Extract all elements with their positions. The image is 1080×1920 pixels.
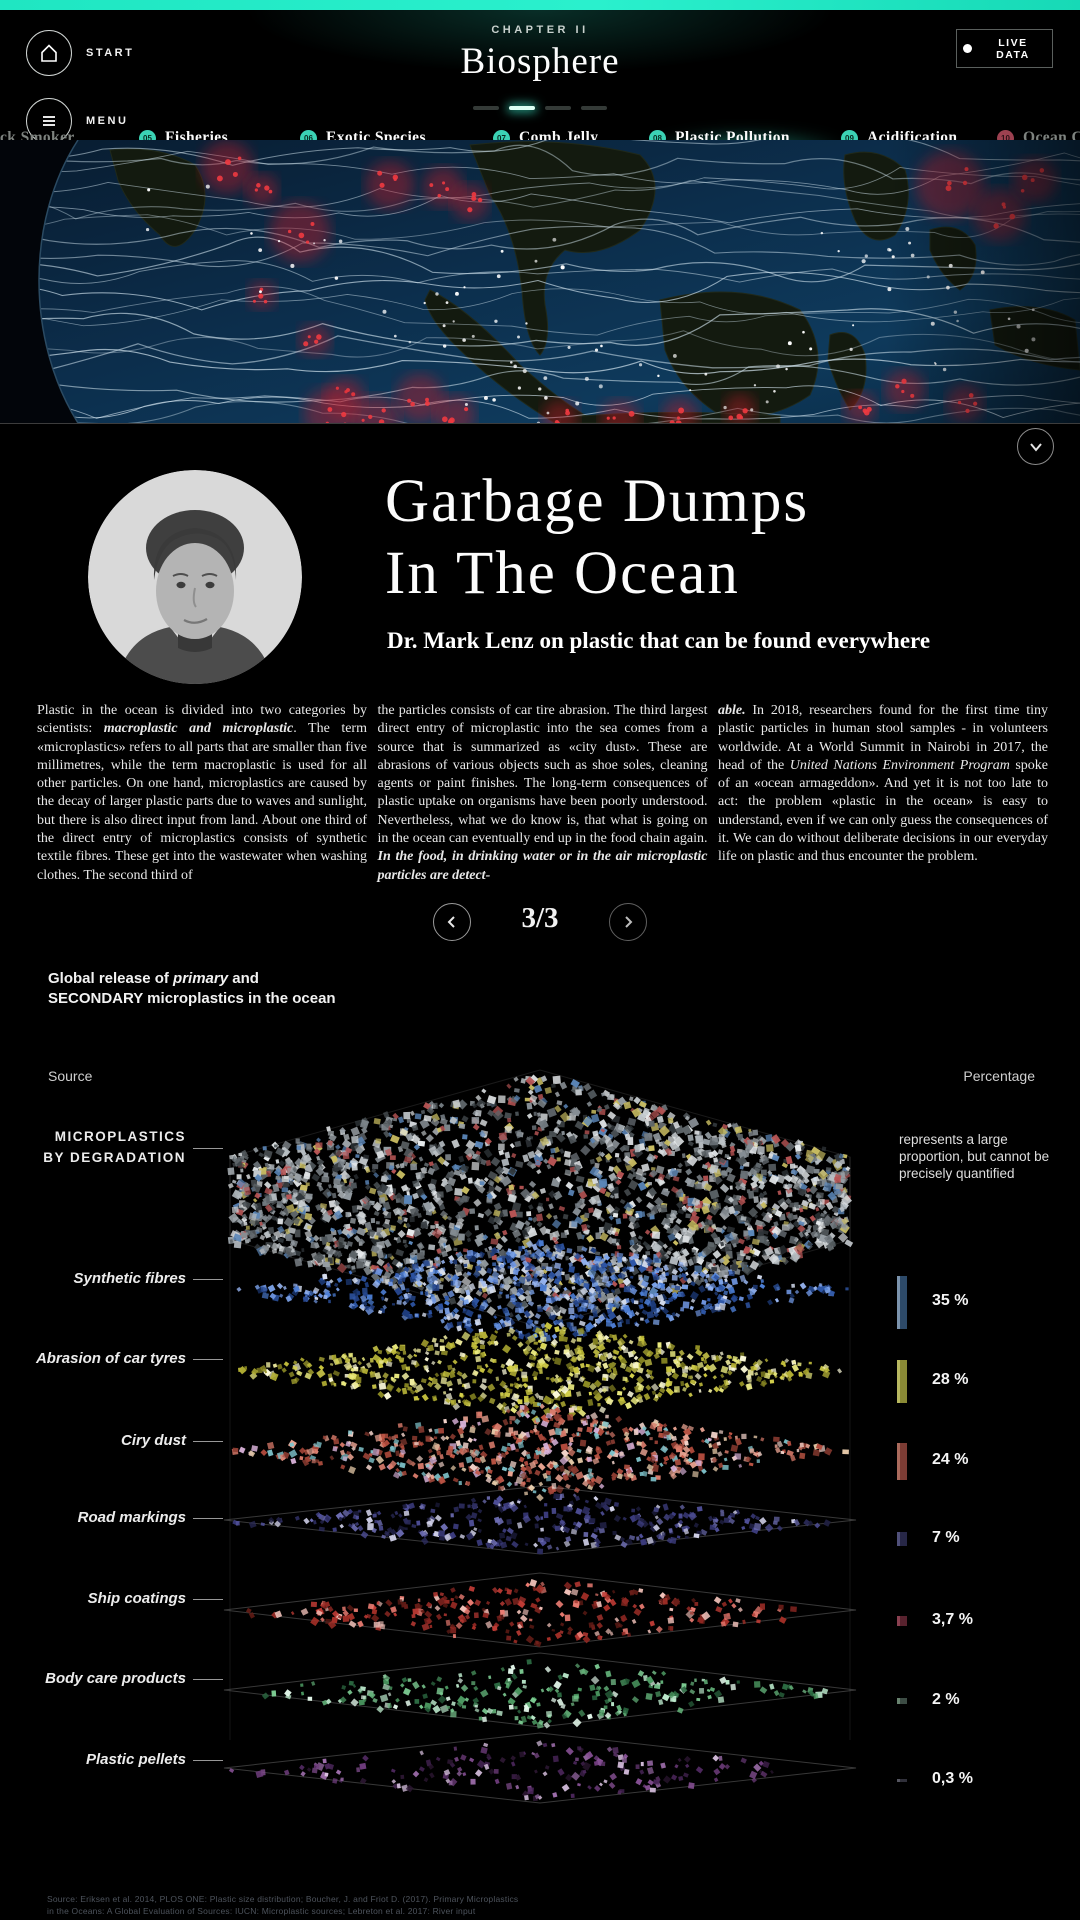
label-connector-line <box>193 1279 223 1280</box>
chart-category-label: Synthetic fibres <box>20 1270 186 1287</box>
chart-layer-3 <box>232 1403 849 1502</box>
text-column-2: the particles consists of car tire abras… <box>378 702 708 885</box>
chart-category-label: Body care products <box>20 1670 186 1687</box>
percentage-bar <box>897 1698 907 1704</box>
top-accent-bar <box>0 0 1080 10</box>
percentage-label: 2 % <box>932 1691 960 1709</box>
percentage-label: 24 % <box>932 1451 968 1469</box>
page: START CHAPTER II Biosphere LIVE DATA MEN… <box>0 0 1080 1920</box>
live-data-button[interactable]: LIVE DATA <box>956 29 1053 68</box>
percentage-bar <box>897 1616 907 1626</box>
page-indicator: 3/3 <box>490 902 590 935</box>
chart-category-label: MICROPLASTICS BY DEGRADATION <box>20 1126 186 1168</box>
chart-title: Global release of primary and SECONDARY … <box>48 969 336 1009</box>
chart-category-label: Ciry dust <box>20 1432 186 1449</box>
percentage-bar <box>897 1360 907 1403</box>
text-column-1: Plastic in the ocean is divided into two… <box>37 702 367 885</box>
next-page-button[interactable] <box>609 903 647 941</box>
label-connector-line <box>193 1679 223 1680</box>
ocean-current-map <box>0 140 1080 424</box>
text-column-3: able. In 2018, researchers found for the… <box>718 702 1048 885</box>
percentage-bar <box>897 1276 907 1329</box>
chevron-down-icon <box>1026 437 1046 457</box>
percentage-bar <box>897 1532 907 1546</box>
chapter-progress <box>473 106 607 110</box>
percentage-label: 7 % <box>932 1529 960 1547</box>
progress-dash[interactable] <box>545 106 571 110</box>
chart-category-label: Plastic pellets <box>20 1751 186 1768</box>
article-title: Garbage Dumps In The Ocean <box>385 466 809 610</box>
label-connector-line <box>193 1599 223 1600</box>
label-connector-line <box>193 1148 223 1149</box>
avatar <box>88 470 302 684</box>
chart-layer-2 <box>238 1322 842 1424</box>
percentage-label: 0,3 % <box>932 1770 973 1788</box>
chart-layer-5 <box>224 1573 856 1647</box>
scroll-down-button[interactable] <box>1017 428 1054 465</box>
percentage-bar <box>897 1443 907 1480</box>
label-connector-line <box>193 1760 223 1761</box>
progress-dash[interactable] <box>473 106 499 110</box>
chart-layer-6 <box>224 1653 856 1729</box>
chevron-left-icon <box>443 913 461 931</box>
chart-layer-7 <box>224 1733 856 1803</box>
unquantified-note: represents a large proportion, but canno… <box>899 1131 1054 1182</box>
article-body: Plastic in the ocean is divided into two… <box>37 702 1048 885</box>
progress-dash-active[interactable] <box>509 106 535 110</box>
chapter-label: CHAPTER II <box>0 24 1080 36</box>
percentage-label: 35 % <box>932 1292 968 1310</box>
portrait-image <box>88 470 302 684</box>
percentage-bar <box>897 1779 907 1782</box>
label-connector-line <box>193 1518 223 1519</box>
prev-page-button[interactable] <box>433 903 471 941</box>
live-dot-icon <box>963 44 972 53</box>
percentage-label: 3,7 % <box>932 1611 973 1629</box>
chart-category-label: Road markings <box>20 1509 186 1526</box>
article-subtitle: Dr. Mark Lenz on plastic that can be fou… <box>387 628 930 654</box>
percentage-label: 28 % <box>932 1371 968 1389</box>
live-data-label: LIVE DATA <box>980 37 1046 61</box>
chevron-right-icon <box>619 913 637 931</box>
progress-dash[interactable] <box>581 106 607 110</box>
chart-category-label: Ship coatings <box>20 1590 186 1607</box>
label-connector-line <box>193 1441 223 1442</box>
label-connector-line <box>193 1359 223 1360</box>
page-title: Biosphere <box>0 40 1080 83</box>
chart-category-label: Abrasion of car tyres <box>20 1350 186 1367</box>
source-note: Source: Eriksen et al. 2014, PLOS ONE: P… <box>47 1893 518 1917</box>
